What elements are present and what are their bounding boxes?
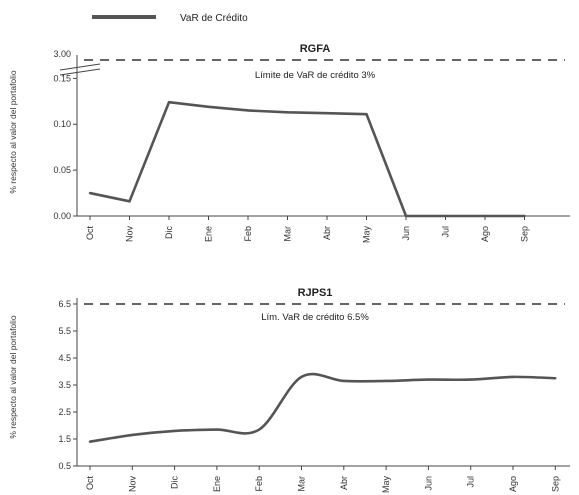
- legend: VaR de Crédito: [92, 13, 248, 24]
- data-point: [88, 440, 92, 443]
- data-point: [365, 112, 368, 116]
- y-tick-label: 0.15: [53, 73, 71, 83]
- x-tick-label: Ago: [508, 476, 518, 492]
- axis-break-icon: [59, 63, 101, 76]
- y-tick-label: 0.00: [53, 211, 71, 221]
- y-axis-label: % respecto al valor del portafolio: [8, 315, 18, 439]
- chart-rjps1: RJPS1 % respecto al valor del portafolio…: [8, 287, 570, 493]
- legend-label: VaR de Crédito: [180, 13, 248, 24]
- y-tick-label: 4.5: [58, 353, 71, 363]
- data-point: [167, 101, 171, 104]
- x-tick-label: Feb: [243, 226, 253, 242]
- y-tick-label: 0.05: [53, 165, 71, 175]
- limit-label: Límite de VaR de crédito 3%: [255, 70, 376, 81]
- x-tick-label: Abr: [322, 226, 332, 240]
- x-tick-label: Mar: [283, 226, 293, 242]
- x-tick-label: Feb: [254, 476, 264, 492]
- x-tick-label: Ene: [212, 476, 222, 492]
- data-point: [300, 375, 303, 379]
- data-point: [131, 433, 134, 437]
- data-point: [128, 200, 131, 203]
- data-point: [342, 379, 345, 383]
- x-tick-label: May: [362, 226, 372, 244]
- data-point: [88, 191, 92, 195]
- data-point: [207, 105, 210, 109]
- data-point: [258, 428, 261, 431]
- data-point: [173, 429, 176, 433]
- y-tick-label: 6.5: [58, 299, 71, 309]
- data-point: [404, 214, 408, 218]
- chart-rgfa: RGFA % respecto al valor del portafolio …: [8, 43, 570, 243]
- x-tick-label: Dic: [164, 226, 174, 239]
- x-tick-label: Nov: [127, 476, 137, 493]
- x-tick-label: Jul: [441, 226, 451, 238]
- y-tick-label: 3.5: [58, 380, 71, 390]
- y-tick-label: 1.5: [58, 434, 71, 444]
- data-point: [286, 111, 289, 114]
- x-tick-label: Sep: [520, 226, 530, 242]
- data-point: [554, 377, 557, 380]
- x-tick-label: May: [381, 476, 391, 494]
- x-tick-label: Jun: [423, 476, 433, 491]
- data-point: [427, 378, 430, 381]
- x-tick-label: Nov: [125, 226, 135, 243]
- data-point: [523, 214, 526, 218]
- data-point: [444, 214, 447, 218]
- chart-title: RJPS1: [298, 287, 333, 299]
- x-tick-label: Oct: [85, 476, 95, 491]
- x-tick-label: Abr: [339, 476, 349, 490]
- y-tick-label: 2.5: [58, 407, 71, 417]
- y-tick-label: 0.5: [58, 461, 71, 471]
- x-tick-label: Sep: [550, 476, 560, 492]
- x-tick-label: Mar: [297, 476, 307, 492]
- limit-label: Lím. VaR de crédito 6.5%: [261, 312, 369, 323]
- x-tick-label: Jun: [401, 226, 411, 241]
- data-point: [246, 109, 250, 112]
- x-tick-label: Ene: [204, 226, 214, 242]
- x-tick-label: Dic: [170, 476, 180, 489]
- data-point: [325, 112, 329, 115]
- y-axis-label: % respecto al valor del portafolio: [8, 70, 18, 194]
- x-tick-label: Oct: [85, 226, 95, 241]
- series-line: [89, 100, 525, 218]
- data-point: [511, 375, 515, 379]
- y-tick-label: 0.10: [53, 119, 71, 129]
- y-tick-label: 3.00: [53, 49, 71, 59]
- data-point: [483, 214, 487, 218]
- data-point: [384, 379, 388, 383]
- x-tick-label: Ago: [480, 226, 490, 242]
- y-tick-label: 5.5: [58, 326, 71, 336]
- chart-title: RGFA: [300, 43, 331, 55]
- series-line: [89, 372, 556, 443]
- data-point: [469, 378, 472, 381]
- x-tick-label: Jul: [466, 476, 476, 488]
- data-point: [215, 428, 219, 431]
